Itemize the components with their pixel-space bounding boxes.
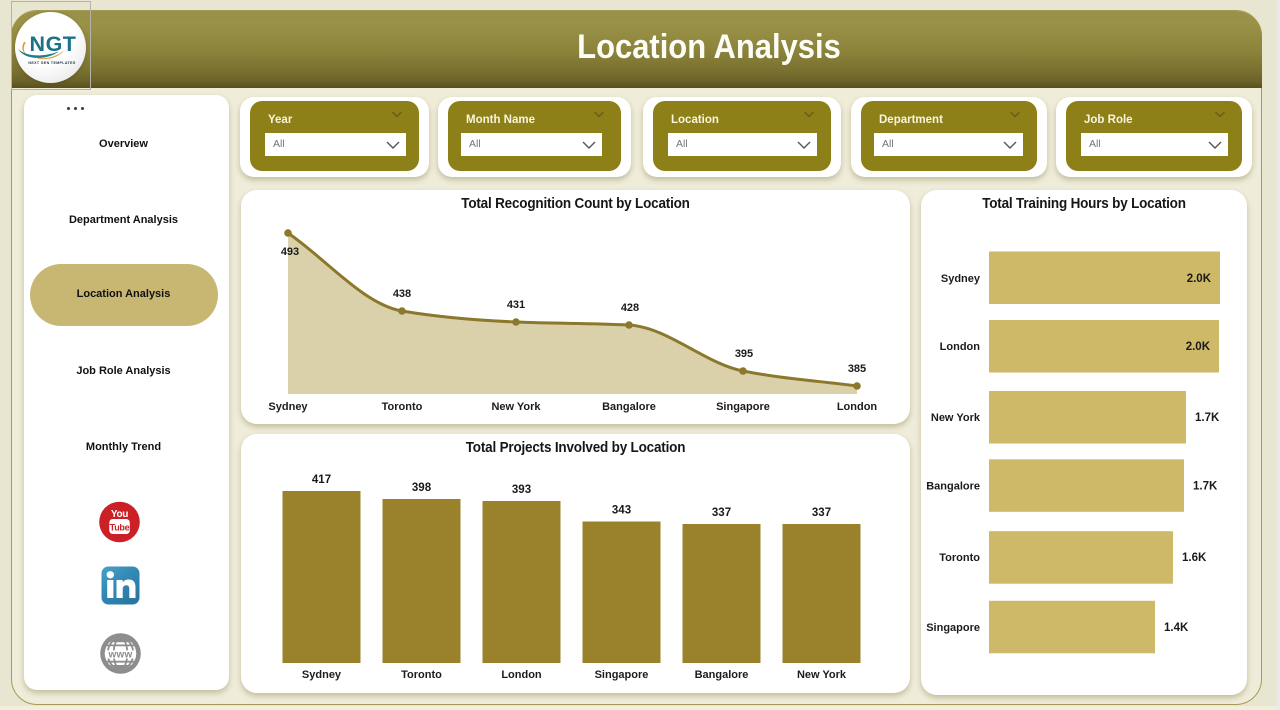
svg-text:1.7K: 1.7K [1195, 412, 1220, 424]
svg-text:Toronto: Toronto [382, 401, 423, 413]
svg-text:417: 417 [312, 474, 331, 486]
svg-text:Sydney: Sydney [302, 669, 342, 681]
svg-text:343: 343 [612, 505, 631, 517]
svg-text:395: 395 [735, 348, 753, 360]
svg-text:Sydney: Sydney [268, 401, 308, 413]
svg-text:Bangalore: Bangalore [695, 669, 749, 681]
svg-text:1.7K: 1.7K [1193, 480, 1218, 492]
svg-text:London: London [940, 341, 981, 353]
svg-text:Singapore: Singapore [595, 669, 649, 681]
svg-text:New York: New York [491, 401, 541, 413]
svg-text:337: 337 [812, 507, 831, 519]
svg-text:1.6K: 1.6K [1182, 552, 1207, 564]
svg-text:Sydney: Sydney [941, 273, 981, 285]
svg-text:Bangalore: Bangalore [926, 480, 980, 492]
svg-text:Singapore: Singapore [926, 622, 980, 634]
svg-text:New York: New York [797, 669, 847, 681]
svg-text:2.0K: 2.0K [1187, 273, 1212, 285]
svg-text:Toronto: Toronto [401, 669, 442, 681]
svg-text:431: 431 [507, 299, 525, 311]
svg-text:NGT: NGT [30, 32, 77, 56]
svg-text:You: You [111, 509, 128, 520]
svg-text:2.0K: 2.0K [1186, 341, 1211, 353]
svg-text:www: www [108, 650, 133, 661]
svg-text:428: 428 [621, 302, 639, 314]
svg-text:337: 337 [712, 507, 731, 519]
svg-text:Tube: Tube [110, 523, 130, 533]
svg-text:New York: New York [931, 412, 981, 424]
svg-text:393: 393 [512, 484, 531, 496]
svg-text:Bangalore: Bangalore [602, 401, 656, 413]
svg-text:398: 398 [412, 482, 432, 494]
svg-text:Toronto: Toronto [939, 552, 980, 564]
svg-text:493: 493 [281, 246, 299, 258]
svg-text:438: 438 [393, 288, 411, 300]
svg-text:London: London [501, 669, 542, 681]
svg-text:Singapore: Singapore [716, 401, 770, 413]
svg-text:1.4K: 1.4K [1164, 622, 1189, 634]
svg-text:NEXT GEN TEMPLATES: NEXT GEN TEMPLATES [28, 61, 75, 65]
svg-text:London: London [837, 401, 878, 413]
svg-text:385: 385 [848, 363, 866, 375]
